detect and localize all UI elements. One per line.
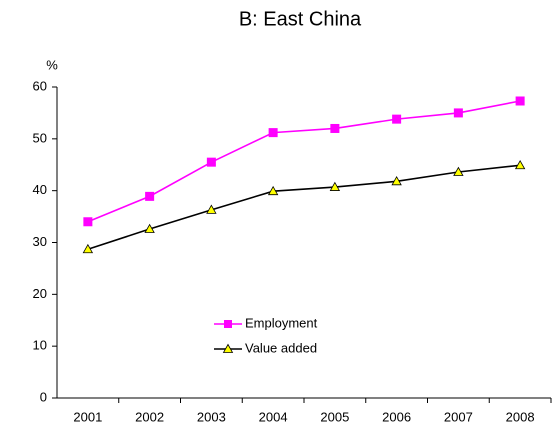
legend-label: Employment	[245, 315, 318, 330]
legend-label: Value added	[245, 340, 317, 355]
series-line	[87, 164, 521, 250]
y-tick-label: 50	[33, 130, 47, 145]
data-point	[145, 191, 155, 201]
data-point	[392, 114, 402, 124]
y-axis-label: %	[46, 57, 58, 72]
x-tick-label: 2001	[73, 409, 102, 424]
y-tick-label: 30	[33, 234, 47, 249]
x-tick-label: 2008	[506, 409, 535, 424]
y-tick-label: 0	[40, 389, 47, 404]
x-tick-label: 2003	[197, 409, 226, 424]
legend-marker	[222, 343, 234, 353]
data-point	[329, 181, 341, 191]
data-point	[206, 157, 216, 167]
data-point	[514, 159, 526, 170]
data-point	[83, 217, 93, 227]
y-tick-label: 60	[33, 78, 47, 93]
series-line	[87, 100, 521, 223]
x-tick-label: 2002	[135, 409, 164, 424]
data-point	[82, 243, 94, 254]
data-point	[391, 176, 402, 186]
data-point	[267, 185, 279, 196]
data-point	[453, 108, 463, 118]
data-point	[268, 128, 278, 138]
chart-title: B: East China	[239, 8, 362, 30]
legend-marker	[224, 320, 232, 328]
y-tick-label: 10	[33, 338, 47, 353]
data-point	[206, 204, 217, 214]
data-point	[515, 96, 525, 106]
x-tick-label: 2006	[382, 409, 411, 424]
x-tick-label: 2004	[259, 409, 288, 424]
data-point	[453, 166, 464, 176]
x-tick-label: 2007	[444, 409, 473, 424]
x-tick-label: 2005	[320, 409, 349, 424]
y-tick-label: 20	[33, 286, 47, 301]
data-point	[330, 123, 340, 133]
y-tick-label: 40	[33, 182, 47, 197]
data-point	[144, 223, 155, 233]
